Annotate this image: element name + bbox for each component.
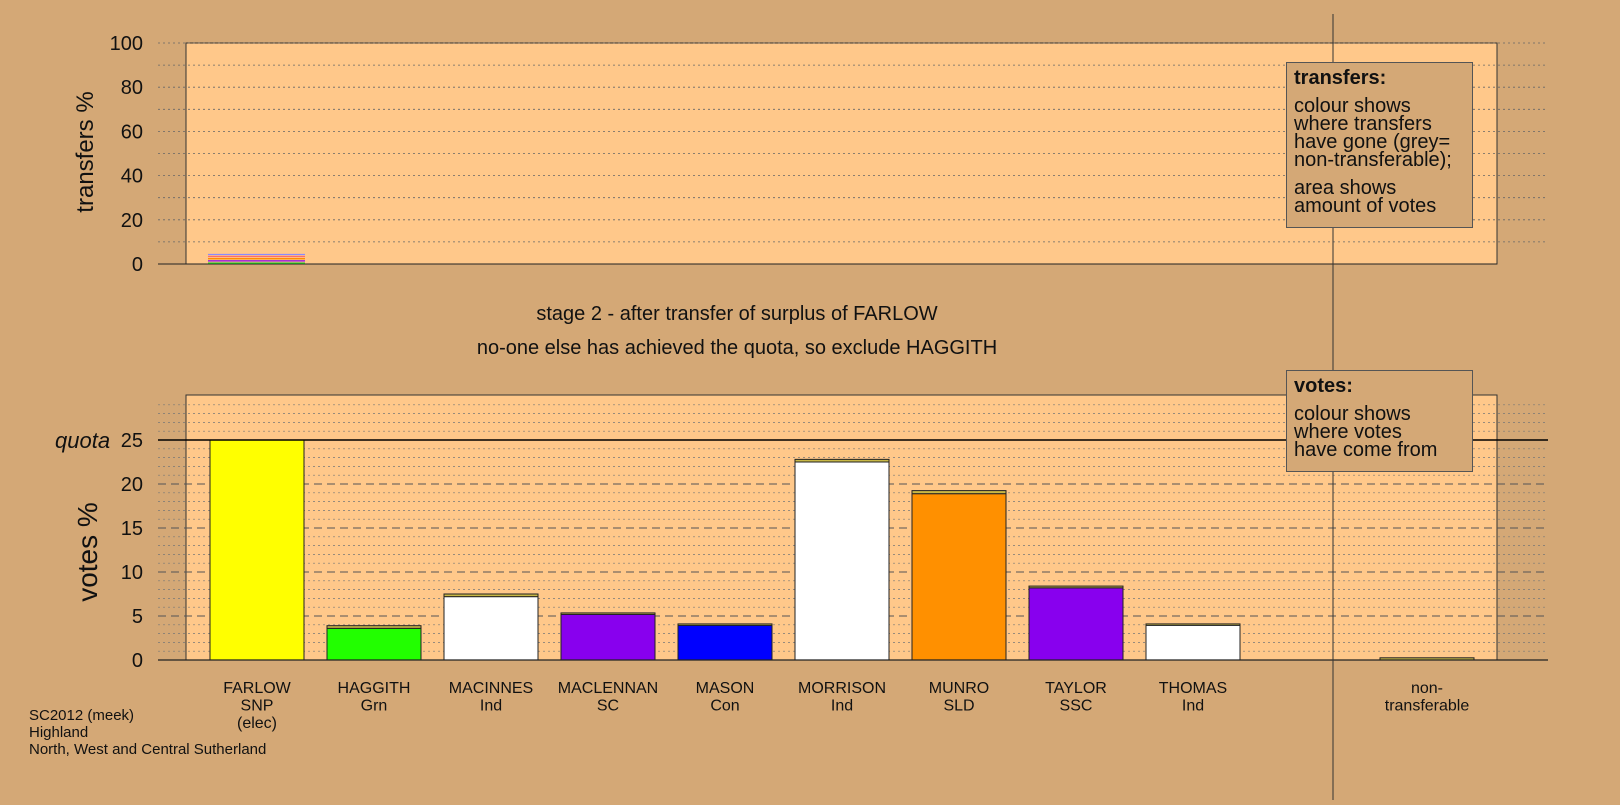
category-label: MASON (696, 680, 755, 697)
votes-bar (1145, 624, 1241, 661)
category-label: Con (710, 698, 739, 715)
footer: SC2012 (meek) Highland North, West and C… (29, 707, 266, 758)
votes-bar (911, 493, 1007, 661)
category-label: Grn (361, 698, 388, 715)
footer-line-2: Highland (29, 724, 89, 741)
transfers-y-axis-title: transfers % (72, 91, 99, 212)
votes-y-tick-label: 25 (121, 430, 143, 452)
category-label: FARLOW (223, 680, 291, 697)
votes-transfer-segment (677, 623, 773, 626)
votes-transfer-segment (1145, 623, 1241, 626)
category-label: Ind (480, 698, 502, 715)
category-label: Ind (831, 698, 853, 715)
votes-transfer-segment (794, 458, 890, 463)
transfers-legend-text-2: area shows amount of votes (1294, 177, 1437, 217)
category-label: THOMAS (1159, 680, 1227, 697)
votes-y-tick-label: 5 (132, 606, 143, 628)
stage-title: stage 2 - after transfer of surplus of F… (536, 303, 938, 325)
category-label: SSC (1060, 698, 1093, 715)
votes-bar (1028, 587, 1124, 661)
votes-legend: votes: colour shows where votes have com… (1286, 370, 1473, 472)
footer-line-3: North, West and Central Sutherland (29, 741, 267, 758)
votes-y-tick-label: 15 (121, 518, 143, 540)
votes-transfer-segment (1028, 585, 1124, 589)
transfers-y-tick-label: 80 (121, 77, 143, 99)
votes-transfer-segment (911, 490, 1007, 495)
votes-legend-title: votes: (1294, 375, 1353, 397)
transfers-y-tick-label: 100 (110, 33, 143, 55)
category-label: Ind (1182, 698, 1204, 715)
votes-transfer-segment (326, 625, 422, 629)
transfers-legend: transfers: colour shows where transfers … (1286, 62, 1473, 228)
quota-label: quota (55, 428, 110, 453)
category-label: MACLENNAN (558, 680, 658, 697)
transfers-legend-text-1: colour shows where transfers have gone (… (1294, 95, 1452, 171)
category-label: transferable (1385, 698, 1470, 715)
votes-legend-text: colour shows where votes have come from (1294, 403, 1438, 461)
votes-bar (209, 439, 305, 661)
transfers-y-tick-label: 60 (121, 121, 143, 143)
transfers-y-tick-label: 20 (121, 210, 143, 232)
transfers-legend-title: transfers: (1294, 67, 1387, 89)
votes-bar (794, 461, 890, 661)
category-label: SLD (943, 698, 974, 715)
votes-bar (677, 624, 773, 661)
category-label: SNP (241, 698, 274, 715)
category-label: MUNRO (929, 680, 989, 697)
footer-line-1: SC2012 (meek) (29, 707, 135, 724)
votes-transfer-segment (560, 612, 656, 615)
votes-bar (560, 613, 656, 661)
votes-bar (326, 627, 422, 661)
transfers-y-tick-label: 40 (121, 166, 143, 188)
category-label: MORRISON (798, 680, 886, 697)
transfers-y-tick-label: 0 (132, 254, 143, 276)
votes-transfer-segment (443, 593, 539, 598)
category-label: MACINNES (449, 680, 533, 697)
votes-y-tick-label: 10 (121, 562, 143, 584)
category-label: SC (597, 698, 619, 715)
votes-y-tick-label: 20 (121, 474, 143, 496)
votes-y-tick-label: 0 (132, 650, 143, 672)
category-label: (elec) (237, 715, 277, 732)
stage-subtitle: no-one else has achieved the quota, so e… (476, 337, 998, 359)
votes-y-axis-title: votes % (72, 502, 103, 602)
votes-bar (443, 596, 539, 661)
category-label: TAYLOR (1045, 680, 1107, 697)
category-label: non- (1411, 680, 1443, 697)
category-label: HAGGITH (338, 680, 411, 697)
